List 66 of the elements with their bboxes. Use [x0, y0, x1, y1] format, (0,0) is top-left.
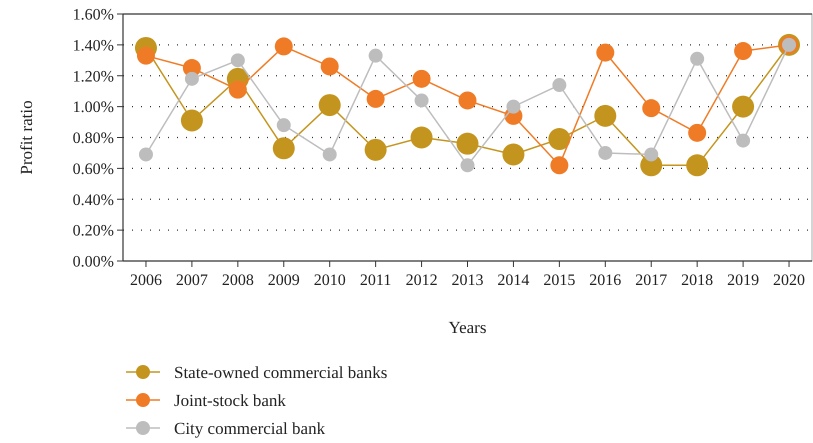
point — [276, 118, 291, 132]
point — [410, 126, 433, 148]
x-tick-label: 2015 — [543, 272, 576, 289]
y-tick-label: 0.40% — [72, 192, 114, 209]
point — [364, 138, 387, 161]
point — [734, 42, 752, 60]
point — [552, 78, 566, 92]
point — [688, 124, 706, 142]
point — [732, 96, 754, 118]
y-axis-title: Profit ratio — [17, 100, 36, 175]
point — [594, 104, 616, 127]
point — [320, 57, 339, 76]
point — [736, 134, 750, 148]
point — [644, 147, 658, 162]
point — [274, 37, 293, 56]
point — [548, 128, 570, 150]
point — [366, 90, 385, 108]
x-tick-label: 2006 — [130, 272, 162, 289]
x-tick-label: 2011 — [360, 272, 392, 289]
point — [180, 110, 203, 132]
point — [318, 94, 341, 116]
point — [456, 132, 478, 155]
x-tick-label: 2008 — [222, 272, 254, 289]
y-tick-label: 1.40% — [72, 37, 114, 54]
point — [502, 143, 524, 166]
point — [642, 99, 660, 118]
y-tick-label: 1.20% — [72, 68, 114, 86]
x-tick-label: 2016 — [589, 272, 622, 289]
y-tick-label: 0.20% — [72, 222, 114, 240]
point — [136, 46, 155, 65]
y-tick-label: 1.60% — [72, 6, 114, 24]
x-tick-label: 2013 — [452, 272, 484, 289]
point — [138, 147, 153, 162]
x-tick-label: 2010 — [314, 272, 346, 289]
point — [412, 70, 431, 88]
x-tick-label: 2019 — [727, 272, 760, 289]
x-tick-label: 2020 — [773, 272, 806, 289]
legend-label: City commercial bank — [174, 418, 326, 438]
point — [272, 137, 295, 160]
legend-label: Joint-stock bank — [174, 390, 286, 410]
point — [230, 53, 245, 68]
point — [228, 80, 247, 99]
point — [414, 93, 429, 108]
x-tick-label: 2009 — [268, 272, 300, 289]
legend-label: State-owned commercial banks — [174, 362, 388, 382]
point — [690, 52, 704, 66]
point — [460, 158, 474, 172]
y-tick-label: 0.00% — [72, 254, 114, 271]
point — [506, 100, 520, 114]
y-tick-label: 0.60% — [72, 160, 114, 178]
y-tick-label: 0.80% — [72, 130, 114, 148]
x-tick-label: 2018 — [681, 272, 714, 289]
x-axis-title: Years — [448, 318, 486, 337]
point — [598, 146, 612, 160]
point — [458, 91, 476, 110]
y-tick-label: 1.00% — [72, 99, 114, 116]
point — [550, 156, 568, 174]
point — [686, 154, 708, 176]
point — [184, 72, 199, 86]
point — [322, 147, 337, 162]
point — [596, 44, 614, 62]
x-tick-label: 2012 — [406, 272, 438, 289]
x-tick-label: 2014 — [497, 272, 530, 289]
x-tick-label: 2007 — [176, 272, 208, 289]
point — [368, 48, 383, 63]
x-tick-label: 2017 — [635, 272, 668, 289]
